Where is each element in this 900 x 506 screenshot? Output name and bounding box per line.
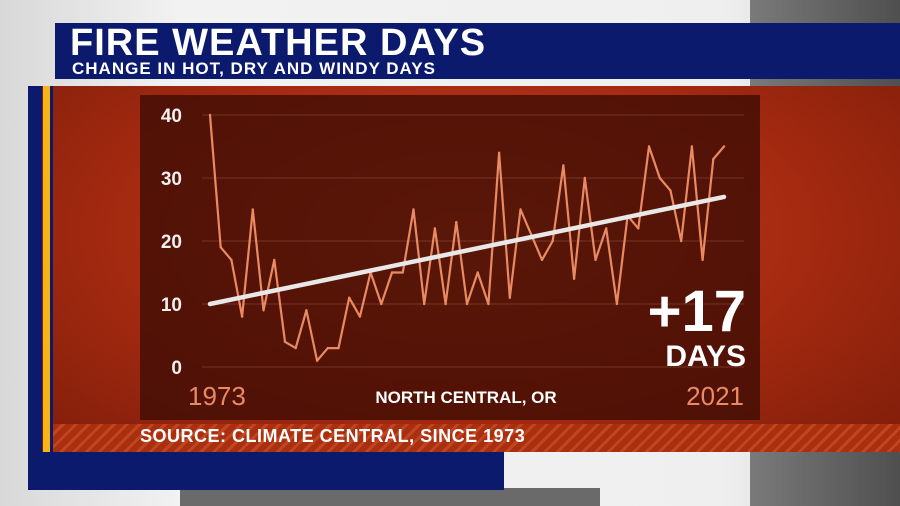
change-unit: DAYS xyxy=(665,340,746,373)
data-point xyxy=(465,302,469,306)
data-point xyxy=(294,346,297,350)
data-point xyxy=(412,208,415,211)
data-point xyxy=(305,309,308,312)
data-point xyxy=(583,176,586,180)
data-point xyxy=(230,258,233,262)
data-point xyxy=(658,176,661,180)
data-point xyxy=(701,258,704,262)
data-point xyxy=(637,227,640,230)
source-band xyxy=(53,424,900,452)
data-point xyxy=(647,145,651,148)
data-point xyxy=(572,277,576,280)
end-year-label: 2021 xyxy=(686,381,744,411)
data-point xyxy=(219,246,222,249)
data-point xyxy=(422,302,426,306)
data-point xyxy=(594,258,597,262)
data-point xyxy=(315,359,319,362)
data-point xyxy=(262,309,265,312)
y-tick-label: 30 xyxy=(161,169,182,190)
data-point xyxy=(208,113,212,117)
region-label: NORTH CENTRAL, OR xyxy=(375,388,556,407)
trend-line xyxy=(207,194,727,307)
left-blue-edge xyxy=(50,86,53,452)
data-point xyxy=(669,189,672,192)
data-point xyxy=(551,239,554,243)
y-tick-label: 40 xyxy=(161,106,182,127)
data-point xyxy=(337,346,340,350)
y-tick-label: 10 xyxy=(161,295,182,316)
data-point xyxy=(540,258,544,262)
page-title: FIRE WEATHER DAYS xyxy=(70,22,487,64)
data-point xyxy=(401,271,404,274)
data-point xyxy=(562,164,565,167)
page-subtitle: CHANGE IN HOT, DRY AND WINDY DAYS xyxy=(72,59,436,78)
data-point xyxy=(497,151,501,154)
grid-lines xyxy=(202,114,744,368)
title-bar xyxy=(55,23,900,79)
data-point xyxy=(679,239,683,243)
data-point xyxy=(380,302,383,306)
data-point xyxy=(605,227,608,230)
data-point xyxy=(508,296,512,299)
chart-panel xyxy=(140,95,760,420)
source-credit: SOURCE: CLIMATE CENTRAL, SINCE 1973 xyxy=(140,426,526,446)
y-tick-label: 20 xyxy=(161,232,182,253)
background-bottom-bar xyxy=(180,488,600,506)
data-point xyxy=(240,315,244,318)
change-value: +17 xyxy=(648,279,746,344)
data-point xyxy=(251,208,255,211)
data-point xyxy=(476,271,479,274)
data-point xyxy=(455,220,458,224)
data-points xyxy=(208,113,726,362)
bottom-blue-bar xyxy=(28,452,504,490)
data-point xyxy=(326,346,329,350)
data-point xyxy=(615,302,619,306)
data-point xyxy=(690,145,694,148)
data-point xyxy=(712,157,715,161)
data-point xyxy=(283,340,287,343)
data-point xyxy=(348,296,351,299)
data-point xyxy=(444,302,447,306)
left-blue-strip xyxy=(28,86,42,452)
data-point xyxy=(722,145,726,148)
data-point xyxy=(487,302,490,306)
y-tick-label: 0 xyxy=(171,358,182,379)
fire-weather-chart: 0 10 20 30 40 1973 2021 NORTH CENTRAL, OR +1… xyxy=(161,106,746,411)
data-point xyxy=(358,315,362,318)
left-gold-strip xyxy=(43,86,50,452)
data-point xyxy=(273,258,276,262)
y-axis-ticks: 0 10 20 30 40 xyxy=(161,106,182,379)
data-point xyxy=(390,271,394,274)
data-point xyxy=(433,227,437,230)
start-year-label: 1973 xyxy=(188,381,246,411)
data-point xyxy=(519,208,522,211)
